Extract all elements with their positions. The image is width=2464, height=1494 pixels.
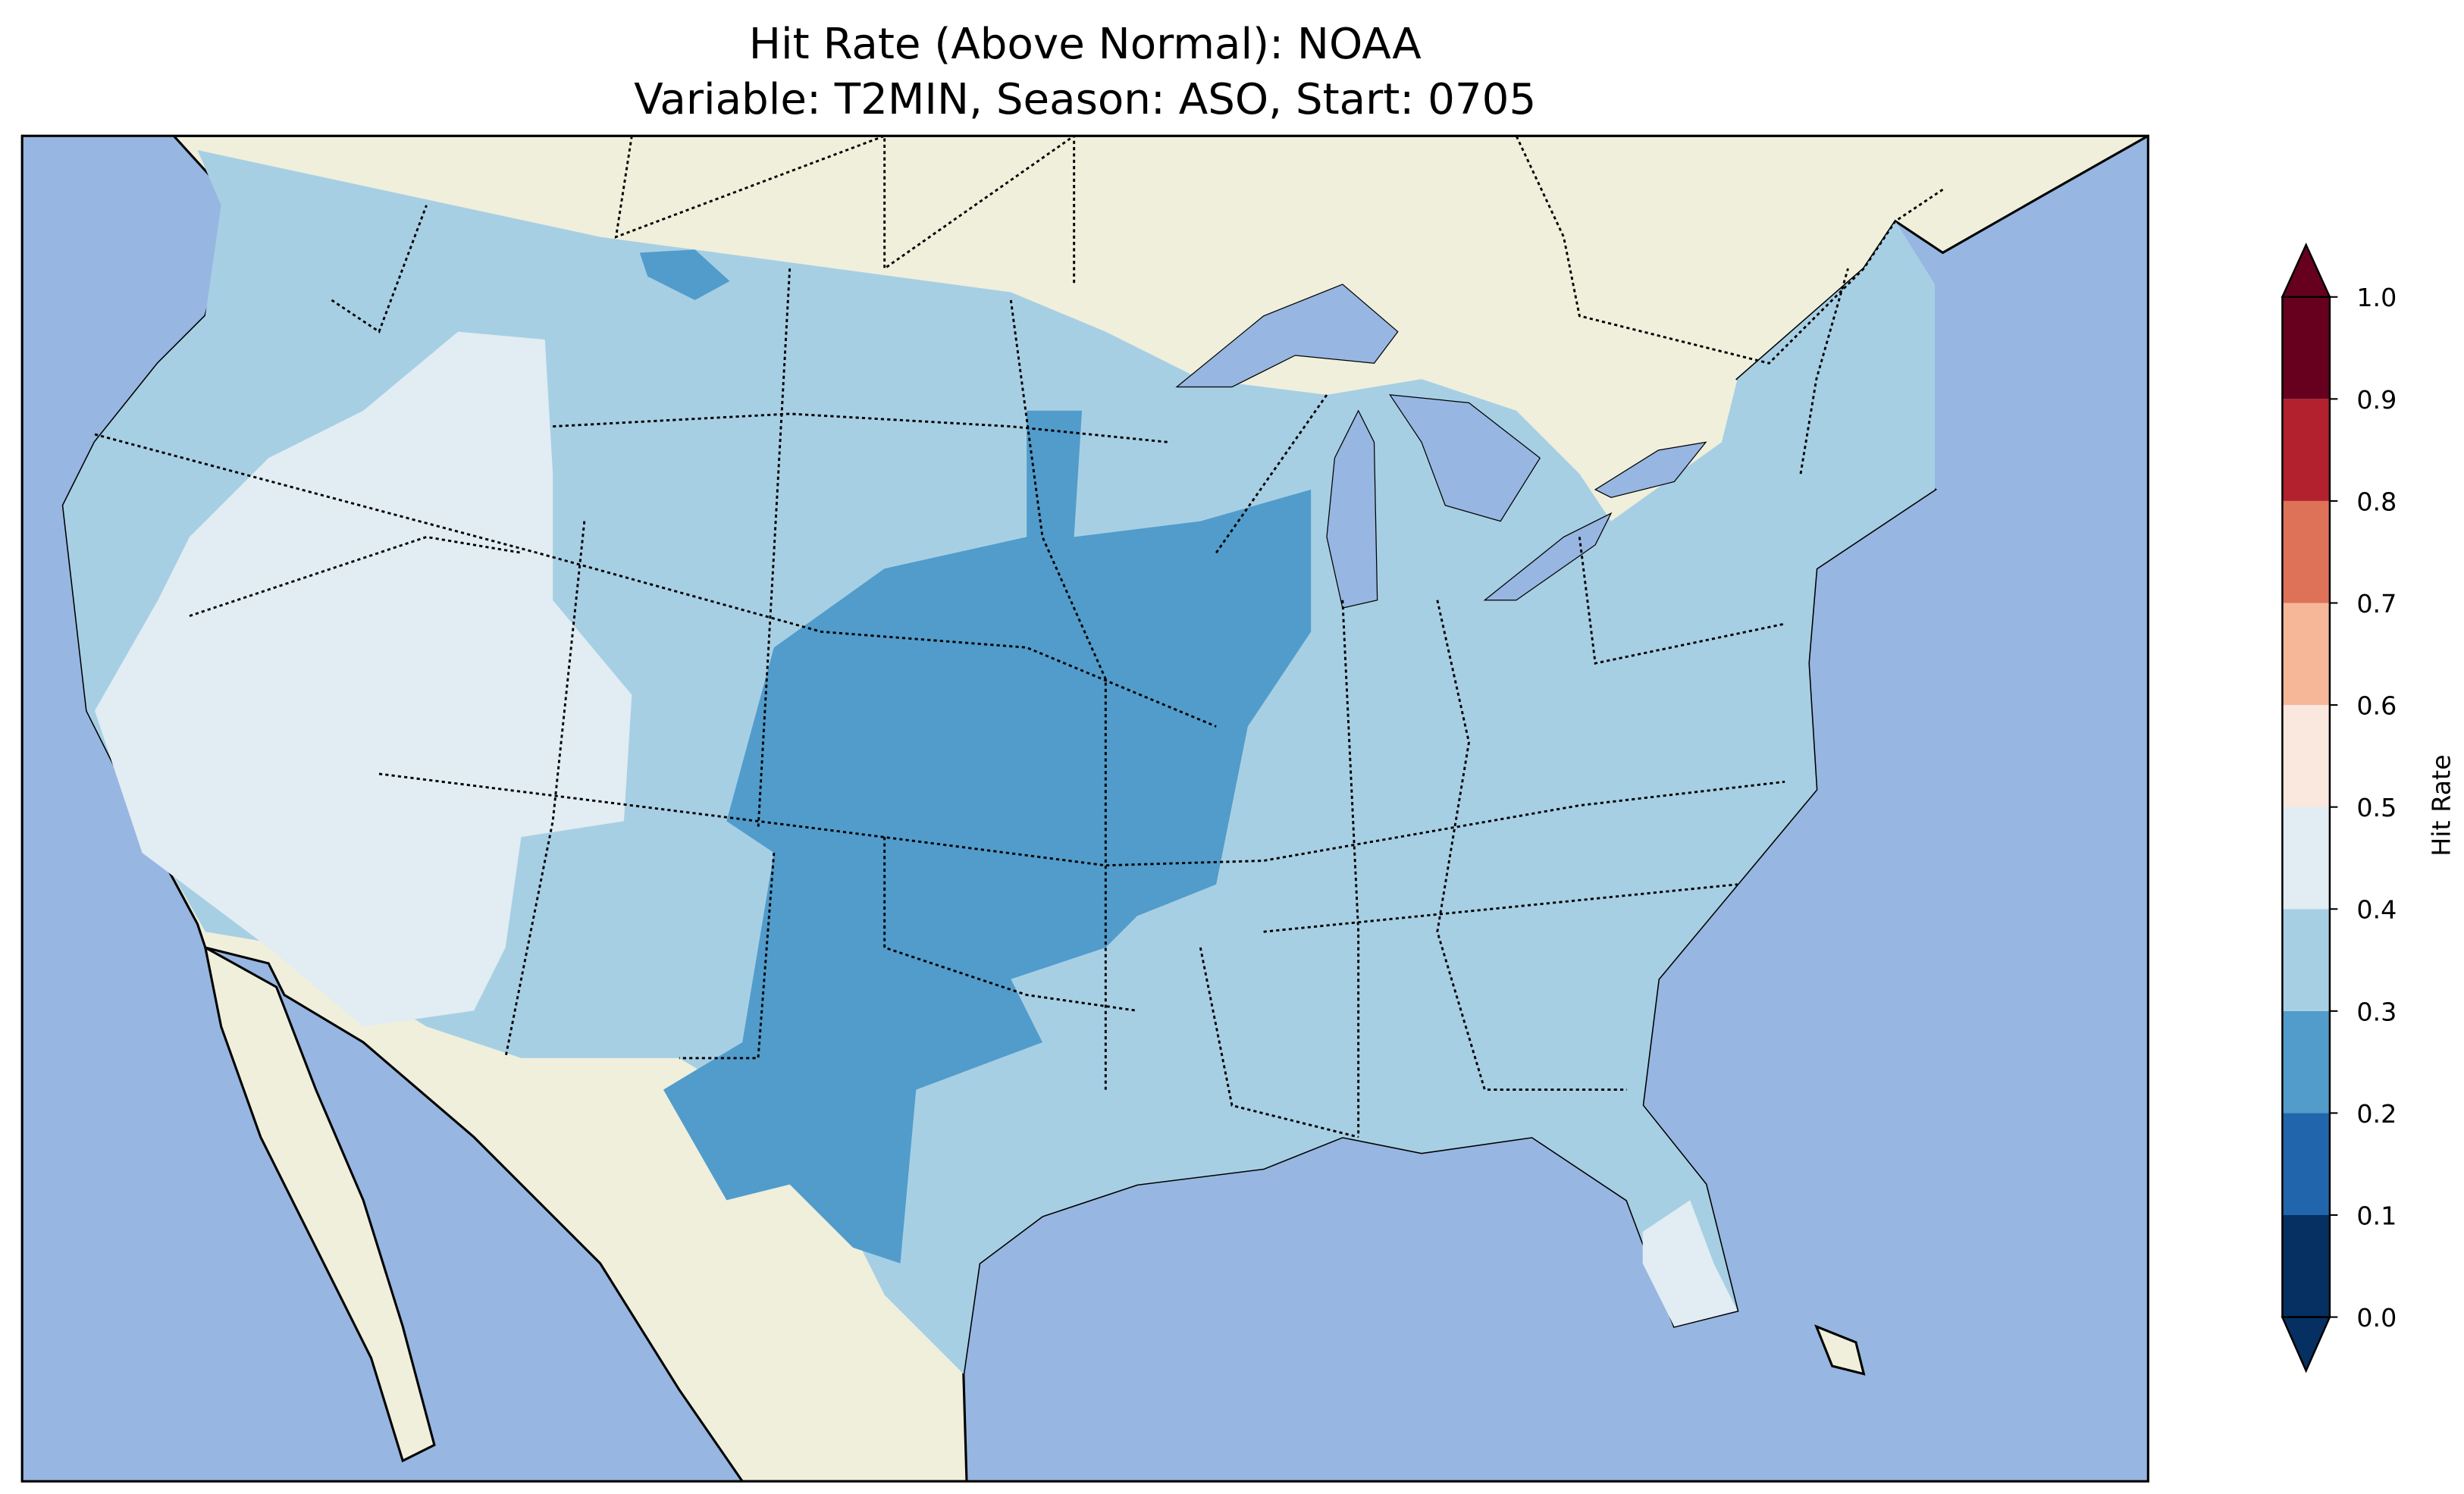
colorbar-extend-max xyxy=(2281,242,2331,299)
colorbar-tick-label: 0.4 xyxy=(2356,895,2397,925)
colorbar-tick-label: 0.7 xyxy=(2356,589,2397,619)
colorbar-bin-3 xyxy=(2282,909,2330,1011)
colorbar-bin-8 xyxy=(2282,399,2330,501)
cuba xyxy=(1814,1324,1866,1376)
colorbar: 0.0 0.1 0.2 0.3 0.4 0.5 0.6 0.7 0.8 0.9 1.0 xyxy=(2281,242,2397,1373)
us-data-light-west xyxy=(95,331,632,1027)
colorbar-tick-label: 0.1 xyxy=(2356,1201,2397,1231)
great-lakes xyxy=(1175,283,1707,609)
colorbar-bin-5 xyxy=(2282,705,2330,807)
state-borders xyxy=(94,136,1944,1139)
colorbar-extend-min xyxy=(2281,1316,2331,1373)
colorbar-bin-9 xyxy=(2282,296,2330,399)
map-axes xyxy=(22,136,2149,1482)
colorbar-bin-4 xyxy=(2282,807,2330,910)
map-frame xyxy=(20,134,2149,1483)
colorbar-bin-1 xyxy=(2282,1113,2330,1215)
baja-california xyxy=(203,945,436,1463)
colorbar-tick-label: 0.8 xyxy=(2356,487,2397,516)
colorbar-tick-label: 1.0 xyxy=(2356,283,2397,312)
colorbar-label: Hit Rate xyxy=(2426,754,2456,856)
colorbar-tick-label: 0.0 xyxy=(2356,1303,2397,1333)
colorbar-tick-label: 0.5 xyxy=(2356,793,2397,822)
colorbar-tick-label: 0.2 xyxy=(2356,1099,2397,1129)
colorbar-tick-label: 0.6 xyxy=(2356,691,2397,721)
colorbar-bin-6 xyxy=(2282,603,2330,706)
lake-huron xyxy=(1389,394,1541,522)
us-data-dark-central xyxy=(663,410,1312,1264)
lake-michigan xyxy=(1326,409,1378,609)
title-line-2: Variable: T2MIN, Season: ASO, Start: 070… xyxy=(634,75,1536,124)
colorbar-bin-0 xyxy=(2282,1215,2330,1317)
lake-superior xyxy=(1175,283,1399,388)
us-data-light-florida xyxy=(1642,1200,1738,1327)
colorbar-bin-7 xyxy=(2282,500,2330,603)
title-line-1: Hit Rate (Above Normal): NOAA xyxy=(749,20,1422,69)
colorbar-tick-label: 0.9 xyxy=(2356,385,2397,415)
lake-ontario xyxy=(1594,441,1707,498)
lake-erie xyxy=(1483,512,1613,601)
us-data-dark-montana xyxy=(639,249,730,300)
colorbar-tick-label: 0.3 xyxy=(2356,997,2397,1026)
colorbar-bin-2 xyxy=(2282,1010,2330,1113)
